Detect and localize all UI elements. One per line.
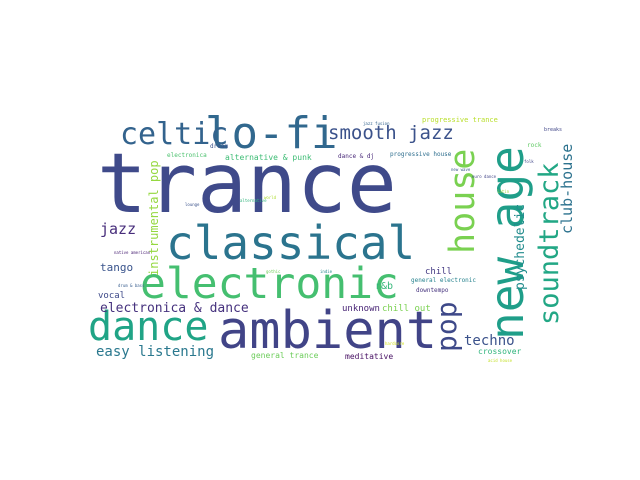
word-indie: indie — [320, 269, 333, 274]
word-psychedelic: psychedelic — [513, 203, 528, 290]
word-downtempo: downtempo — [416, 287, 449, 294]
word-alternative: alternative — [240, 198, 267, 203]
word-chill: chill — [425, 267, 453, 277]
word-crossover: crossover — [478, 347, 522, 356]
word-lo-fi: lo-fi — [205, 112, 338, 159]
word-progressive-trance: progressive trance — [422, 116, 498, 124]
word-gothic: gothic — [266, 269, 281, 274]
word-techno: techno — [464, 333, 515, 349]
word-latin: latin — [497, 189, 510, 194]
word-native-american: native american — [114, 250, 151, 255]
word-instrumental-pop: instrumental pop — [147, 160, 161, 276]
word-celtic: celtic — [120, 117, 229, 152]
word-club-house: club-house — [558, 143, 576, 234]
word-drum-bass: drum & bass — [118, 283, 145, 288]
word-general-trance: general trance — [251, 351, 319, 360]
word-dance-dj: dance & dj — [338, 153, 375, 160]
word-euro-dance: euro dance — [472, 174, 497, 179]
word-vocal: vocal — [98, 291, 126, 301]
word-chill-out: chill out — [382, 304, 431, 314]
word-cloud: trance lo-fi celtic classical electronic… — [80, 112, 576, 368]
word-electronic: electronic — [140, 259, 399, 309]
word-dream: dream — [210, 143, 229, 150]
word-unknown: unknown — [342, 304, 380, 314]
word-tango: tango — [100, 261, 134, 274]
word-new-wave: new wave — [451, 167, 471, 172]
word-hardcore: hardcore — [385, 341, 405, 346]
word-trance: trance — [97, 135, 397, 232]
word-easy-listening: easy listening — [96, 344, 215, 360]
word-general-electronic: general electronic — [411, 277, 477, 284]
word-alternative-punk: alternative & punk — [225, 153, 312, 162]
word-smooth-jazz: smooth jazz — [328, 122, 454, 144]
word-acid-house: acid house — [488, 358, 513, 363]
word-jazz: jazz — [100, 220, 137, 238]
word-jazz-fusion: jazz fusion — [363, 121, 390, 126]
word-electronica-dance: electronica & dance — [100, 301, 249, 316]
word-pop: pop — [430, 301, 463, 352]
word-folk: folk — [524, 159, 534, 164]
word-breaks: breaks — [544, 127, 563, 133]
word-rb: r&b — [375, 281, 394, 292]
word-meditative: meditative — [345, 352, 394, 361]
word-classical: classical — [166, 216, 416, 270]
word-world: world — [264, 195, 277, 200]
word-progressive-house: progressive house — [390, 151, 452, 158]
word-electronica: electronica — [167, 152, 207, 159]
word-lounge: lounge — [185, 202, 200, 207]
word-dance: dance — [88, 304, 209, 350]
word-house: house — [443, 148, 483, 254]
word-ambient: ambient — [218, 301, 438, 361]
word-rock: rock — [527, 142, 542, 149]
